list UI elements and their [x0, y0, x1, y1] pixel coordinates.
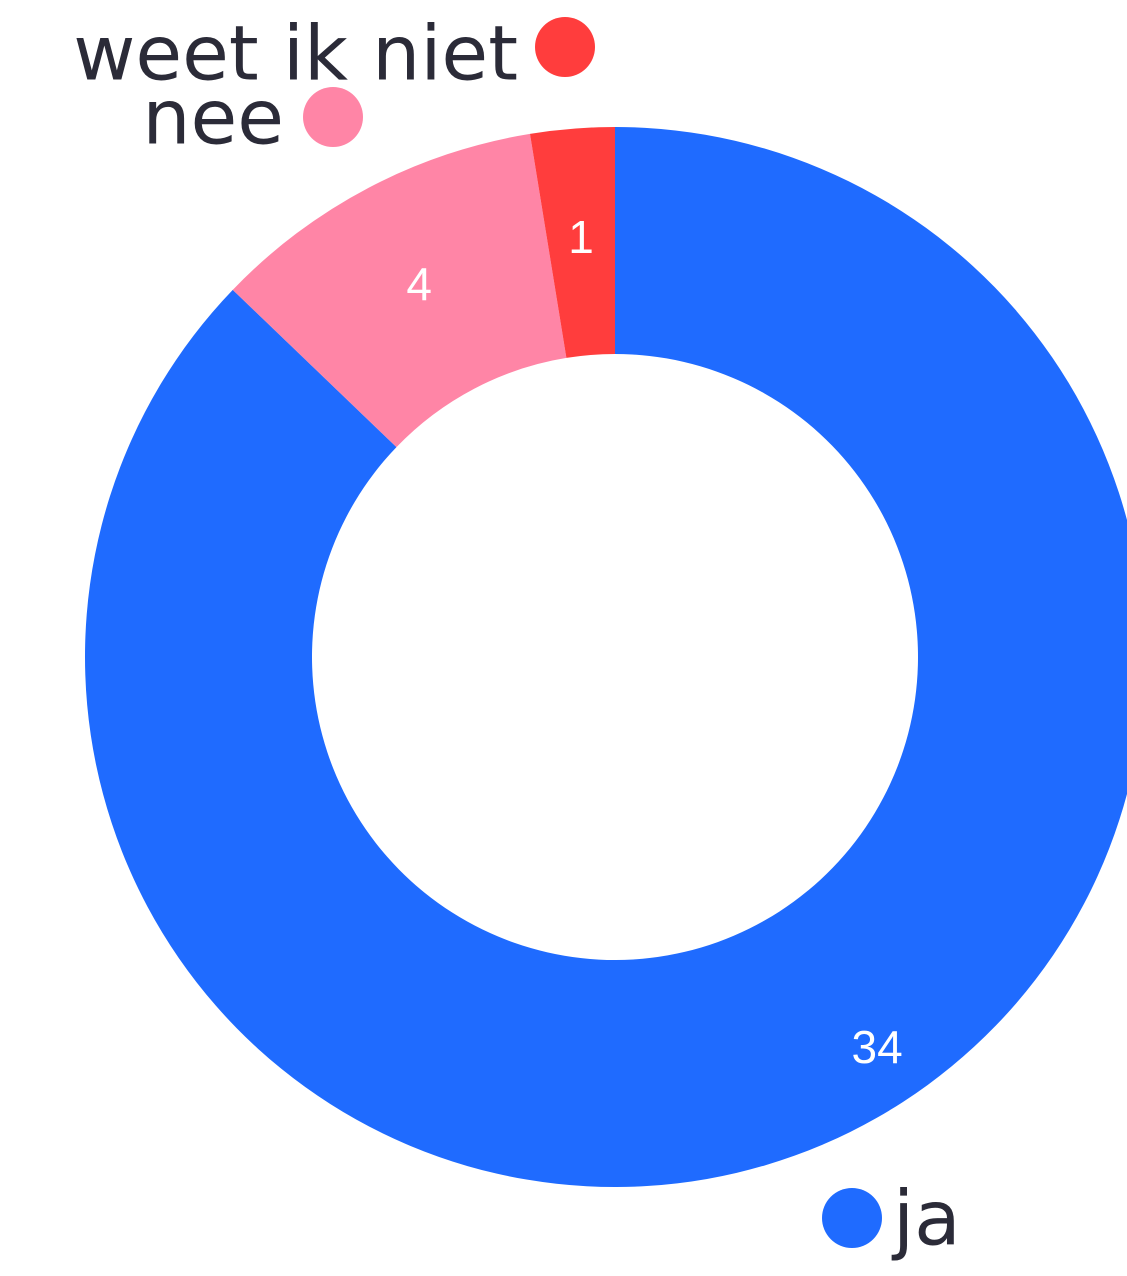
value-labels: 34 4 1: [406, 211, 902, 1073]
value-label-ja: 34: [852, 1021, 903, 1073]
slice-ja: [85, 127, 1127, 1187]
legend-dot-ja: [822, 1188, 882, 1248]
legend-label-ja: ja: [891, 1174, 961, 1263]
legend-label-nee: nee: [142, 73, 284, 162]
legend-item-weet-ik-niet: weet ik niet: [73, 9, 595, 98]
donut-slices: [85, 127, 1127, 1187]
slice-nee: [232, 133, 567, 448]
legend-dot-nee: [303, 87, 363, 147]
legend-dot-weet-ik-niet: [535, 17, 595, 77]
legend-item-nee: nee: [142, 73, 363, 162]
legend-item-ja: ja: [822, 1174, 961, 1263]
value-label-nee: 4: [406, 258, 432, 310]
slice-weet-ik-niet: [529, 127, 615, 358]
value-label-weet-ik-niet: 1: [568, 211, 594, 263]
legend-label-weet-ik-niet: weet ik niet: [73, 9, 518, 98]
